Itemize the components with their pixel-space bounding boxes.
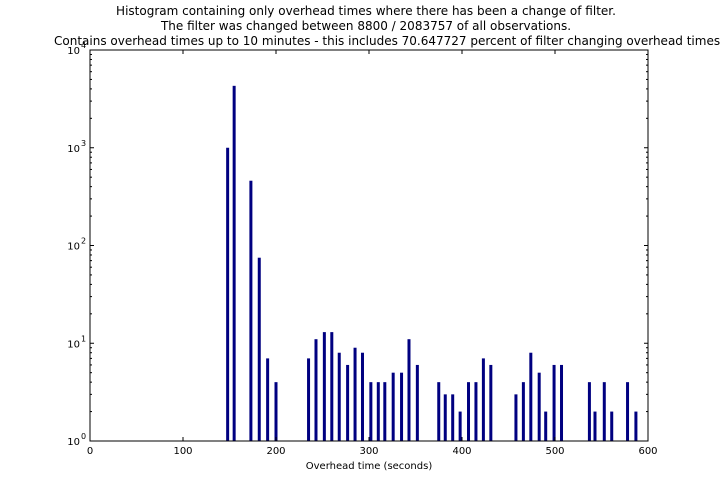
histogram-bar (602, 382, 606, 441)
histogram-bar (560, 364, 564, 441)
histogram-bar (391, 372, 395, 441)
histogram-bar (415, 364, 419, 441)
chart-title: Histogram containing only overhead times… (54, 4, 720, 48)
histogram-bar (337, 352, 341, 441)
x-tick-label: 0 (87, 446, 93, 457)
x-tick-label: 100 (173, 446, 192, 457)
histogram-bar (369, 382, 373, 441)
histogram-bar (552, 364, 556, 441)
histogram-bar (481, 358, 485, 441)
x-tick-label: 300 (359, 446, 378, 457)
x-tick-label: 600 (638, 446, 657, 457)
histogram-bar (322, 332, 326, 441)
x-tick-label: 500 (545, 446, 564, 457)
histogram-bar (266, 358, 270, 441)
histogram-bar (489, 364, 493, 441)
histogram-bar (307, 358, 311, 441)
y-tick-label: 10 (67, 437, 80, 448)
histogram-bar (514, 394, 518, 441)
y-tick-exponent: 2 (81, 237, 86, 246)
y-tick-exponent: 1 (81, 334, 86, 343)
histogram-bar (330, 332, 334, 441)
histogram-bar (529, 352, 533, 441)
histogram-bar (360, 352, 364, 441)
histogram-bar (593, 411, 597, 441)
histogram-bar (587, 382, 591, 441)
histogram-bar (400, 372, 404, 441)
histogram-bar (451, 394, 455, 441)
histogram-bar (634, 411, 638, 441)
histogram-bar (274, 382, 278, 441)
histogram-bar (458, 411, 462, 441)
histogram-bar (626, 382, 630, 441)
bars (226, 85, 638, 441)
histogram-bar (407, 339, 411, 441)
histogram-bar (537, 372, 541, 441)
histogram-bar (521, 382, 525, 441)
histogram-bar (610, 411, 614, 441)
histogram-bar (314, 339, 318, 441)
y-tick-label: 10 (67, 46, 80, 57)
histogram-bar (467, 382, 471, 441)
chart-title-line-2: The filter was changed between 8800 / 20… (160, 19, 571, 33)
y-tick-label: 10 (67, 339, 80, 350)
y-tick-label: 10 (67, 242, 80, 253)
x-tick-label: 200 (266, 446, 285, 457)
chart-title-line-1: Histogram containing only overhead times… (116, 4, 616, 18)
y-tick-label: 10 (67, 144, 80, 155)
histogram-bar (226, 147, 230, 441)
plot-area-frame (89, 49, 649, 442)
histogram-bar (249, 180, 253, 441)
histogram-bar (383, 382, 387, 441)
y-tick-exponent: 4 (81, 41, 86, 50)
histogram-bar (443, 394, 447, 441)
histogram-bar (437, 382, 441, 441)
histogram-bar (474, 382, 478, 441)
histogram-bar (346, 364, 350, 441)
x-tick-label: 400 (452, 446, 471, 457)
x-axis-label: Overhead time (seconds) (306, 461, 433, 472)
y-tick-exponent: 0 (81, 432, 86, 441)
histogram-bar (232, 85, 236, 441)
histogram-bar (376, 382, 380, 441)
chart-title-line-3: Contains overhead times up to 10 minutes… (54, 34, 720, 48)
histogram-bar (544, 411, 548, 441)
histogram-bar (257, 257, 261, 441)
histogram-bar (353, 347, 357, 441)
y-tick-exponent: 3 (81, 139, 86, 148)
